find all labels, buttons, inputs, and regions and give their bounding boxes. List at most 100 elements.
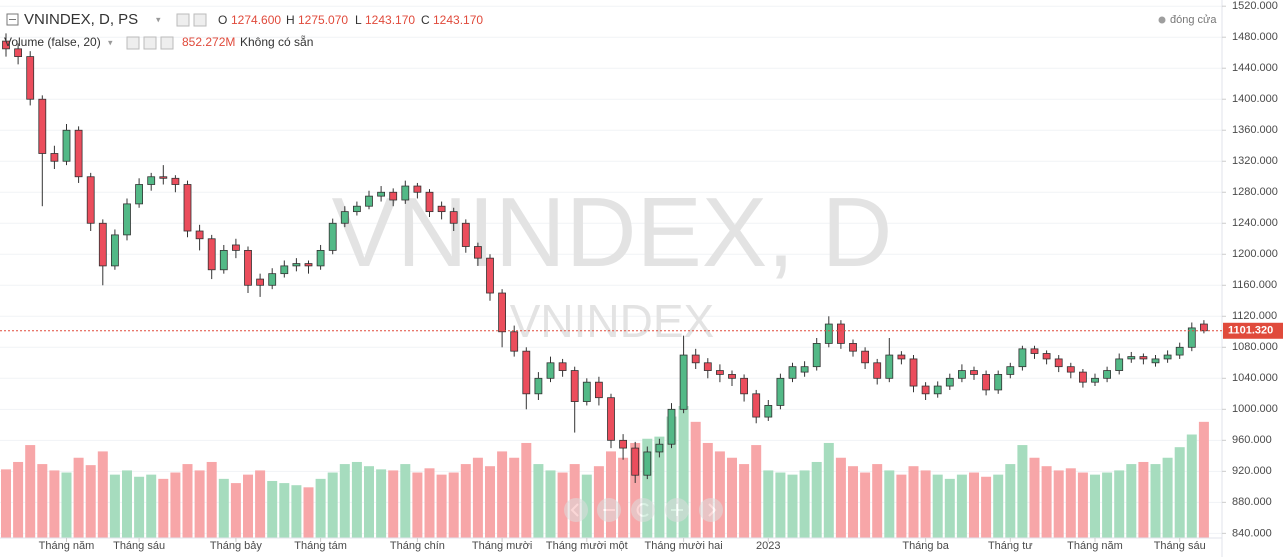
volume-bar: [1077, 472, 1088, 538]
volume-bar: [485, 466, 495, 538]
volume-bar: [872, 464, 883, 538]
y-tick-label: 880.000: [1232, 496, 1272, 508]
candle-body: [1151, 358, 1160, 364]
candle-body: [389, 191, 398, 201]
settings-icon[interactable]: [176, 13, 190, 27]
candle-body: [800, 366, 809, 373]
volume-bar: [291, 485, 302, 538]
volume-bar: [775, 472, 786, 538]
watermark: VNINDEX, D: [332, 177, 893, 287]
volume-bar: [981, 476, 992, 538]
low-value: 1243.170: [365, 13, 415, 27]
y-tick-label: 1080.000: [1232, 341, 1278, 353]
status-label: đóng cửa: [1170, 14, 1217, 26]
volume-bar: [835, 457, 846, 538]
nav-left[interactable]: [564, 498, 588, 522]
candle-body: [14, 48, 23, 57]
volume-bar: [436, 474, 447, 538]
last-price-box: [1223, 322, 1283, 339]
volume-bar: [218, 478, 229, 538]
volume-bar: [243, 474, 253, 538]
volume-bar: [472, 457, 483, 538]
candle-body: [970, 370, 978, 375]
settings-icon[interactable]: [143, 36, 157, 50]
volume-bar: [1005, 464, 1016, 538]
close-icon[interactable]: [160, 36, 174, 50]
candle-body: [377, 191, 386, 197]
volume-bar: [412, 472, 423, 538]
candle-body: [231, 244, 240, 251]
volume-bar: [1162, 457, 1173, 538]
candle-body: [413, 185, 422, 193]
candle-body: [74, 129, 83, 178]
watermark-subtitle: VNINDEX: [510, 295, 714, 347]
candle-body: [135, 184, 144, 205]
candle-body: [195, 230, 204, 240]
high-label: H: [286, 13, 295, 27]
candle-body: [38, 98, 47, 154]
volume-bar: [25, 445, 36, 538]
volume-bar: [388, 470, 399, 538]
volume-bar: [146, 474, 157, 538]
y-tick-label: 1240.000: [1232, 217, 1278, 229]
nav-icon: [570, 503, 579, 517]
volume-bar: [1017, 445, 1028, 538]
candle-body: [764, 405, 773, 418]
volume-bar: [1174, 447, 1185, 538]
x-tick-label: Tháng tư: [988, 540, 1033, 552]
volume-bar: [763, 470, 774, 538]
candle-body: [498, 292, 507, 333]
candle-body: [1115, 358, 1124, 371]
candle-body: [534, 377, 543, 395]
nav-right[interactable]: [699, 498, 723, 522]
candle-body: [1103, 370, 1111, 379]
candle-body: [1187, 327, 1196, 348]
candle-body: [1030, 348, 1039, 354]
candle-body: [873, 362, 882, 379]
volume-bar: [1138, 461, 1149, 538]
candle-body: [111, 234, 119, 267]
nav-reset[interactable]: [631, 498, 655, 522]
volume-bar: [61, 472, 72, 538]
volume-bar: [279, 483, 290, 538]
volume-bar: [799, 470, 810, 538]
candle-body: [365, 195, 373, 207]
candle-body: [619, 439, 627, 449]
volume-bar: [557, 472, 568, 538]
candle-body: [1200, 323, 1208, 332]
candle-body: [655, 443, 664, 453]
settings-icon[interactable]: [193, 13, 207, 27]
volume-bar: [1, 469, 11, 538]
volume-bar: [545, 470, 556, 538]
volume-bar: [690, 421, 701, 538]
nav-icon: [708, 503, 717, 517]
candle-body: [510, 331, 519, 352]
volume-bar: [448, 472, 459, 538]
dropdown-arrow[interactable]: ▾: [108, 37, 113, 47]
volume-bar: [848, 466, 858, 538]
volume-bar: [339, 464, 350, 538]
candle-body: [256, 278, 265, 286]
candle-body: [703, 362, 712, 371]
settings-icon[interactable]: [126, 36, 140, 50]
volume-bar: [751, 445, 762, 538]
volume-bar: [303, 487, 314, 538]
candle-body: [98, 222, 107, 267]
volume-bar: [896, 474, 907, 538]
nav-icon: [636, 503, 649, 517]
volume-bar: [376, 469, 387, 538]
volume-bar: [920, 470, 931, 538]
candle-body: [486, 257, 494, 294]
candle-body: [183, 184, 192, 232]
close-value: 1243.170: [433, 13, 483, 27]
volume-bar: [122, 470, 132, 538]
volume-bar: [424, 468, 435, 538]
y-tick-label: 1480.000: [1232, 31, 1278, 43]
candle-body: [812, 343, 821, 368]
candle-body: [716, 370, 724, 375]
y-tick-label: 1320.000: [1232, 155, 1278, 167]
volume-bar: [182, 464, 193, 538]
dropdown-arrow[interactable]: ▾: [156, 14, 161, 24]
volume-bar: [1041, 466, 1052, 538]
